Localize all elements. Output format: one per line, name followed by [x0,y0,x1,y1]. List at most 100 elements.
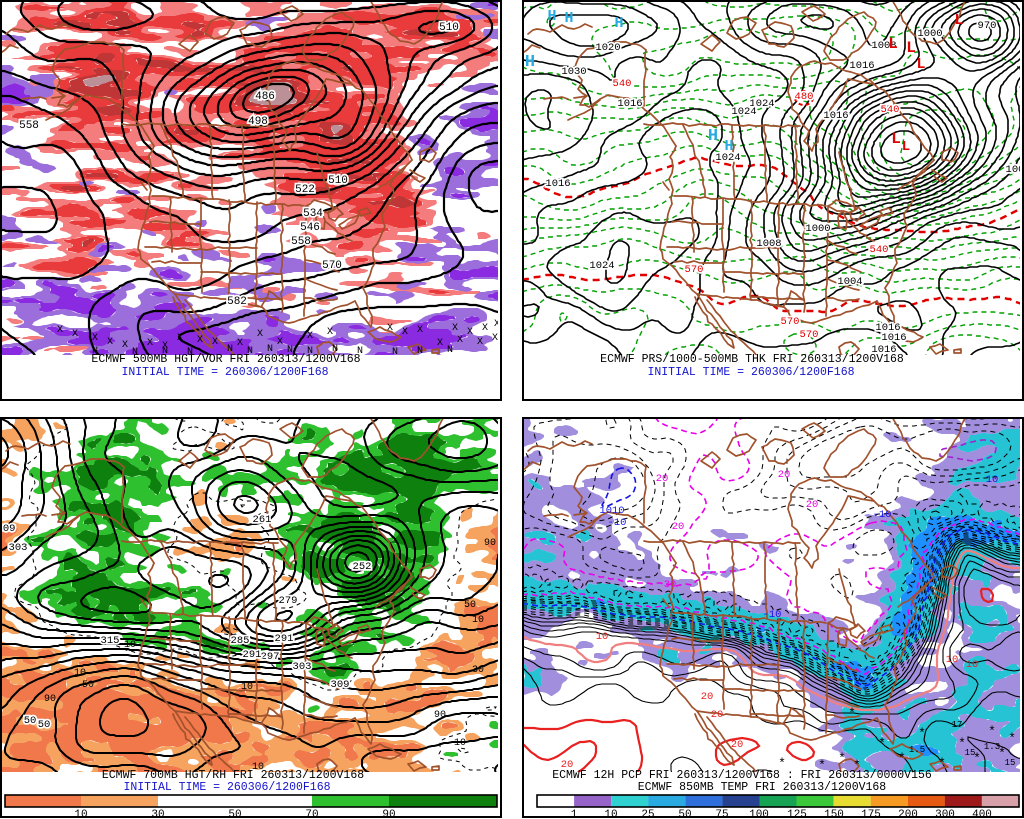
svg-text:*: * [1008,731,1016,746]
svg-text:X: X [92,333,98,344]
svg-text:20: 20 [701,691,714,703]
svg-text:INITIAL TIME = 260306/1200F168: INITIAL TIME = 260306/1200F168 [647,366,854,379]
svg-text:H: H [564,10,573,27]
svg-text:10: 10 [252,762,264,773]
svg-text:50: 50 [464,600,476,611]
svg-text:1016: 1016 [875,322,900,334]
svg-text:252: 252 [353,561,372,573]
svg-text:20: 20 [731,739,744,751]
svg-text:20: 20 [561,759,574,771]
svg-text:INITIAL TIME = 260306/1200F168: INITIAL TIME = 260306/1200F168 [123,781,330,794]
svg-text:1008: 1008 [871,40,896,52]
svg-text:100: 100 [749,809,769,818]
svg-text:90: 90 [484,538,496,549]
svg-text:1016: 1016 [871,344,896,356]
svg-text:X: X [492,333,498,344]
svg-text:ECMWF PRS/1000-500MB THK FRI 2: ECMWF PRS/1000-500MB THK FRI 260313/1200… [600,353,904,366]
svg-text:15: 15 [965,748,976,758]
svg-text:N: N [227,344,233,355]
svg-text:1024: 1024 [731,106,756,118]
svg-text:H: H [614,15,623,32]
svg-text:N: N [357,346,363,357]
svg-text:1016: 1016 [881,332,906,344]
svg-text:X: X [237,338,243,349]
svg-text:X: X [307,331,313,342]
svg-text:INITIAL TIME = 260306/1200F168: INITIAL TIME = 260306/1200F168 [121,366,328,379]
svg-text:10: 10 [74,809,87,818]
svg-text:*: * [958,736,966,751]
svg-text:534: 534 [303,208,323,220]
svg-text:N: N [187,347,193,358]
svg-text:522: 522 [295,184,315,196]
svg-text:-10: -10 [873,509,892,521]
svg-text:309: 309 [331,679,350,691]
svg-text:X: X [72,329,78,340]
svg-text:1004: 1004 [837,276,862,288]
svg-text:1024: 1024 [589,260,614,272]
svg-text:X: X [457,335,463,346]
svg-text:486: 486 [255,91,275,103]
svg-text:*: * [818,758,826,773]
svg-text:ECMWF 700MB HGT/RH FRI 260313/: ECMWF 700MB HGT/RH FRI 260313/1200V168 [102,769,364,782]
svg-text:*: * [878,736,886,751]
svg-text:*: * [918,726,926,741]
svg-text:540: 540 [881,104,900,116]
svg-text:X: X [197,335,203,346]
svg-text:X: X [437,338,443,349]
svg-text:10: 10 [74,668,86,679]
svg-text:1020: 1020 [595,42,620,54]
svg-text:N: N [332,344,338,355]
svg-text:50: 50 [228,809,241,818]
svg-text:20: 20 [778,469,791,481]
svg-text:291: 291 [243,649,262,661]
svg-text:*: * [778,756,786,771]
svg-text:582: 582 [227,296,247,308]
svg-text:N: N [447,345,453,356]
svg-text:X: X [327,327,333,338]
svg-text:300: 300 [935,809,955,818]
svg-text:540: 540 [613,78,632,90]
svg-text:1000: 1000 [917,28,942,40]
svg-text:70: 70 [305,809,318,818]
svg-text:1000: 1000 [805,223,830,235]
svg-text:297: 297 [261,651,280,663]
svg-text:1024: 1024 [749,98,774,110]
svg-text:10: 10 [472,615,484,626]
svg-text:N: N [392,347,398,358]
svg-text:H: H [547,8,556,25]
svg-text:L: L [902,139,910,155]
svg-text:L: L [906,39,916,57]
svg-text:50: 50 [38,719,51,731]
svg-text:*: * [848,706,856,721]
svg-text:N: N [162,346,168,357]
svg-text:1008: 1008 [756,238,781,250]
svg-text:X: X [387,323,393,334]
svg-text:30: 30 [472,665,484,676]
svg-text:X: X [162,341,168,352]
svg-text:150: 150 [824,809,844,818]
svg-text:N: N [247,346,253,357]
svg-text:570: 570 [685,264,704,276]
svg-text:1016: 1016 [545,178,570,190]
svg-text:L: L [954,12,963,29]
svg-text:X: X [122,340,128,351]
svg-text:-10: -10 [763,609,782,621]
svg-text:75: 75 [715,809,728,818]
svg-text:X: X [477,337,483,348]
svg-text:1016: 1016 [823,110,848,122]
svg-text:X: X [177,333,183,344]
svg-text:L: L [891,130,901,148]
svg-text:X: X [467,327,473,338]
svg-text:*: * [838,751,846,766]
svg-text:303: 303 [9,542,28,554]
svg-text:X: X [57,325,63,336]
svg-text:*: * [898,751,906,766]
svg-text:100: 100 [1006,164,1024,176]
svg-text:546: 546 [300,222,320,234]
svg-text:10: 10 [596,631,609,643]
svg-text:285: 285 [231,635,250,647]
svg-text:1030: 1030 [561,66,586,78]
svg-text:90: 90 [434,710,446,721]
svg-text:20: 20 [656,473,669,485]
svg-text:558: 558 [19,120,39,132]
